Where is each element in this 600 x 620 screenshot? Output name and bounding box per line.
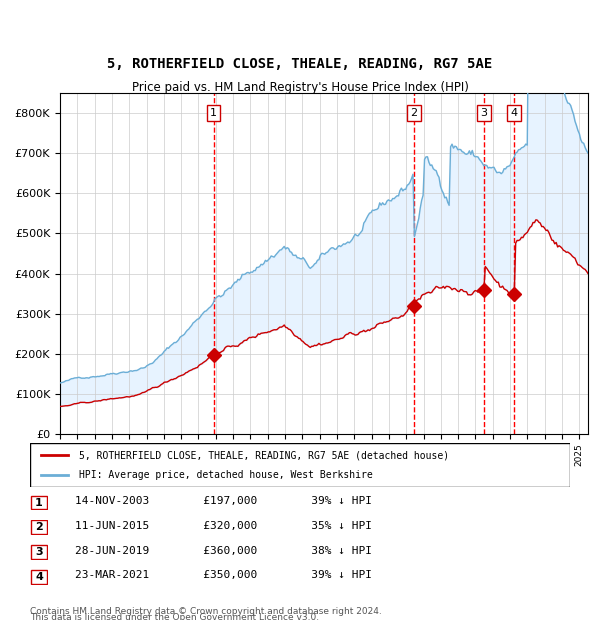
FancyBboxPatch shape: [31, 545, 47, 559]
Text: 2: 2: [410, 108, 418, 118]
Text: 23-MAR-2021        £350,000        39% ↓ HPI: 23-MAR-2021 £350,000 39% ↓ HPI: [48, 570, 372, 580]
Text: 1: 1: [210, 108, 217, 118]
Text: 4: 4: [511, 108, 518, 118]
FancyBboxPatch shape: [30, 443, 570, 487]
Text: 2: 2: [35, 522, 43, 533]
Text: 3: 3: [481, 108, 487, 118]
Text: Price paid vs. HM Land Registry's House Price Index (HPI): Price paid vs. HM Land Registry's House …: [131, 81, 469, 94]
FancyBboxPatch shape: [31, 520, 47, 534]
Text: 5, ROTHERFIELD CLOSE, THEALE, READING, RG7 5AE: 5, ROTHERFIELD CLOSE, THEALE, READING, R…: [107, 57, 493, 71]
Text: 28-JUN-2019        £360,000        38% ↓ HPI: 28-JUN-2019 £360,000 38% ↓ HPI: [48, 546, 372, 556]
Text: HPI: Average price, detached house, West Berkshire: HPI: Average price, detached house, West…: [79, 469, 373, 479]
Text: 11-JUN-2015        £320,000        35% ↓ HPI: 11-JUN-2015 £320,000 35% ↓ HPI: [48, 521, 372, 531]
Text: 14-NOV-2003        £197,000        39% ↓ HPI: 14-NOV-2003 £197,000 39% ↓ HPI: [48, 496, 372, 506]
Text: 4: 4: [35, 572, 43, 582]
Text: This data is licensed under the Open Government Licence v3.0.: This data is licensed under the Open Gov…: [30, 613, 319, 620]
Text: 3: 3: [35, 547, 43, 557]
Text: Contains HM Land Registry data © Crown copyright and database right 2024.: Contains HM Land Registry data © Crown c…: [30, 607, 382, 616]
Text: 1: 1: [35, 497, 43, 508]
FancyBboxPatch shape: [31, 570, 47, 584]
FancyBboxPatch shape: [31, 495, 47, 510]
Text: 5, ROTHERFIELD CLOSE, THEALE, READING, RG7 5AE (detached house): 5, ROTHERFIELD CLOSE, THEALE, READING, R…: [79, 451, 449, 461]
